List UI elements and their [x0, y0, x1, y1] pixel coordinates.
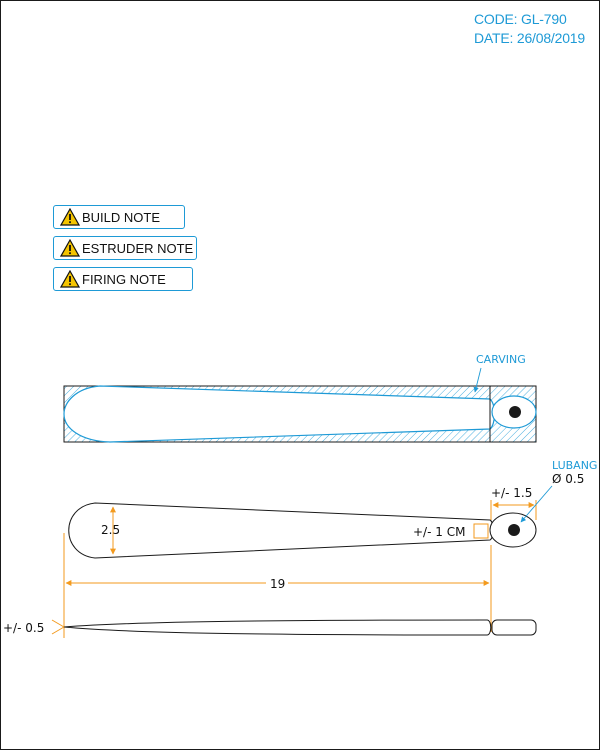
title-block: CODE: GL-790 DATE: 26/08/2019 — [474, 10, 585, 48]
firing-note-label: FIRING NOTE — [82, 271, 166, 287]
gap-tolerance: +/- 1 CM — [413, 525, 465, 539]
plan-view: 2.5 +/- 1 CM +/- 1.5 LUBANG Ø 0.5 19 — [63, 459, 597, 638]
firing-note-button[interactable]: FIRING NOTE — [53, 267, 193, 291]
thickness-tolerance: +/- 0.5 — [3, 621, 44, 635]
length-label-bg — [266, 575, 288, 591]
build-note-button[interactable]: BUILD NOTE — [53, 205, 185, 229]
estruder-note-button[interactable]: ESTRUDER NOTE — [53, 236, 197, 260]
side-view: +/- 0.5 — [3, 619, 537, 636]
warning-icon — [60, 270, 80, 288]
tip-side-outline — [491, 619, 537, 636]
thickness-marker-bottom — [51, 626, 65, 635]
length-value: 19 — [270, 577, 285, 591]
warning-icon — [60, 208, 80, 226]
code-label: CODE: GL-790 — [474, 11, 567, 27]
gap-marker — [473, 523, 489, 539]
lubang-hole — [508, 524, 520, 536]
carving-leader — [473, 367, 482, 393]
estruder-note-label: ESTRUDER NOTE — [82, 240, 194, 256]
blade-side-outline — [63, 619, 492, 636]
lubang-label: LUBANG — [552, 459, 597, 472]
thickness-marker-top — [51, 619, 65, 628]
tip-tolerance: +/- 1.5 — [491, 486, 532, 500]
hole-diameter: Ø 0.5 — [552, 472, 584, 486]
date-label: DATE: 26/08/2019 — [474, 30, 585, 46]
carving-hole — [509, 406, 521, 418]
width-value: 2.5 — [101, 523, 120, 537]
build-note-label: BUILD NOTE — [82, 209, 161, 225]
carving-label: CARVING — [476, 353, 526, 366]
lubang-leader — [520, 485, 553, 523]
warning-icon — [60, 239, 80, 257]
carving-view: CARVING — [63, 353, 537, 443]
